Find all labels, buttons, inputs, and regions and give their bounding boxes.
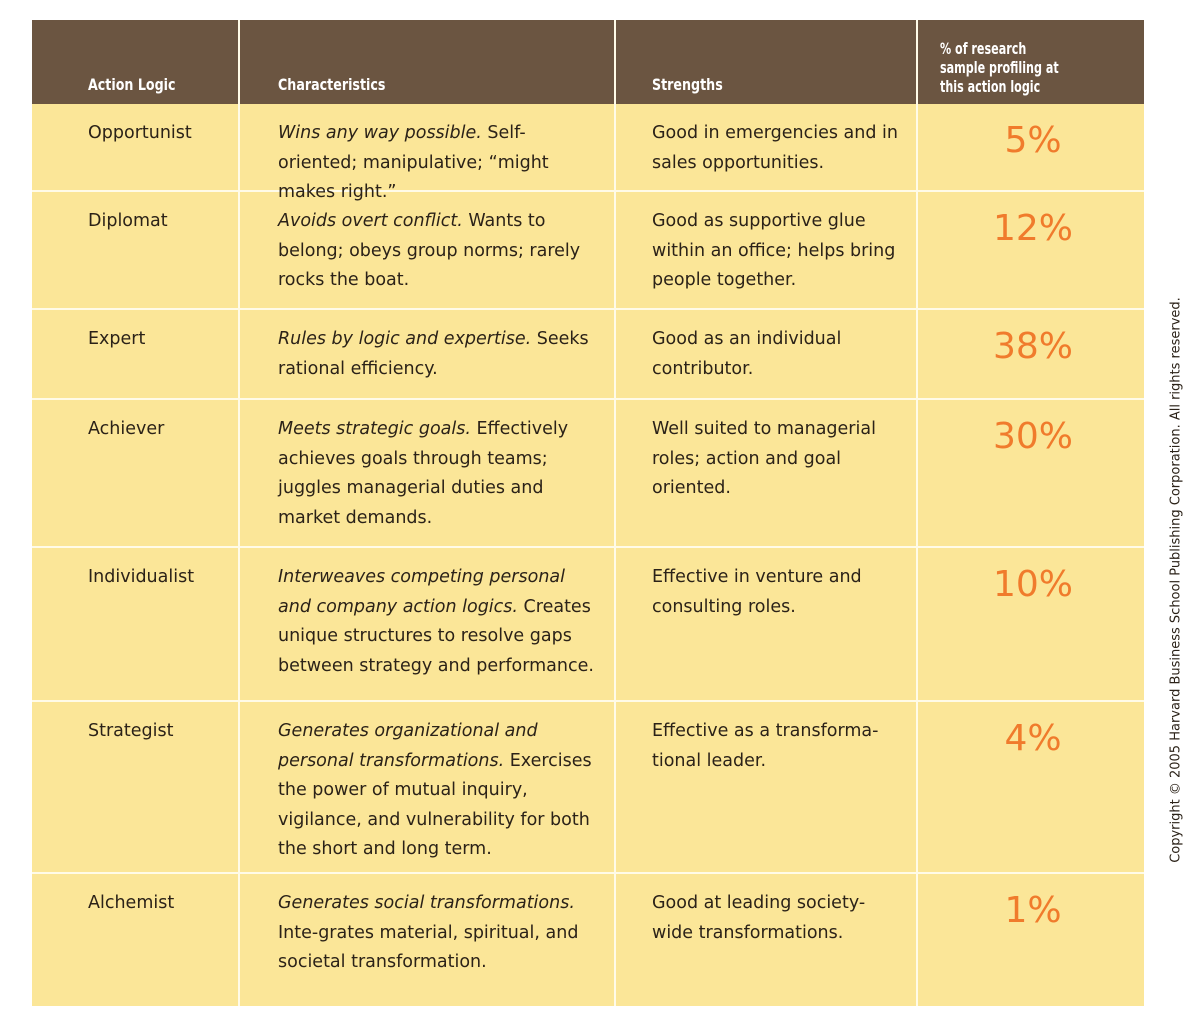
action-logic-table: Action Logic Characteristics Strengths %… (32, 20, 1144, 1006)
header-percent-line: this action logic (940, 77, 1041, 96)
characteristics-cell: Interweaves competing personal and compa… (238, 548, 614, 702)
characteristics-detail: Creates unique structures to resolve gap… (278, 596, 594, 676)
action-logic-name: Strategist (32, 702, 238, 874)
action-logic-name: Diplomat (32, 192, 238, 310)
percent-value: 5% (916, 104, 1144, 192)
copyright-notice: Copyright © 2005 Harvard Business School… (1168, 297, 1184, 863)
strengths-cell: Effective as a transforma-tional leader. (614, 702, 916, 874)
strengths-cell: Well suited to managerial roles; action … (614, 400, 916, 548)
characteristics-cell: Avoids overt conflict. Wants to belong; … (238, 192, 614, 310)
characteristics-summary: Avoids overt conflict. (278, 211, 463, 231)
action-logic-name: Achiever (32, 400, 238, 548)
characteristics-detail: Self-oriented; manipulative; “might make… (278, 123, 549, 202)
percent-value: 12% (916, 192, 1144, 310)
strengths-cell: Good as an individual contributor. (614, 310, 916, 400)
characteristics-cell: Generates social transformations. Inte-g… (238, 874, 614, 1006)
characteristics-summary: Generates organizational and personal tr… (278, 721, 538, 771)
characteristics-cell: Generates organizational and personal tr… (238, 702, 614, 874)
characteristics-detail: Inte-grates material, spiritual, and soc… (278, 922, 579, 973)
characteristics-cell: Meets strategic goals. Effectively achie… (238, 400, 614, 548)
action-logic-name: Expert (32, 310, 238, 400)
action-logic-name: Individualist (32, 548, 238, 702)
action-logic-name: Opportunist (32, 104, 238, 192)
header-percent-line: % of research (940, 39, 1027, 58)
percent-value: 10% (916, 548, 1144, 702)
characteristics-summary: Wins any way possible. (278, 123, 482, 143)
characteristics-detail: Wants to belong; obeys group norms; rare… (278, 211, 581, 290)
percent-value: 38% (916, 310, 1144, 400)
characteristics-detail: Effectively achieves goals through teams… (278, 419, 569, 528)
characteristics-cell: Wins any way possible. Self-oriented; ma… (238, 104, 614, 202)
header-characteristics: Characteristics (238, 20, 614, 104)
percent-value: 1% (916, 874, 1144, 1006)
characteristics-summary: Interweaves competing personal and compa… (278, 567, 565, 617)
characteristics-summary: Generates social transformations. (278, 893, 575, 913)
characteristics-summary: Rules by logic and expertise. (278, 329, 532, 349)
strengths-cell: Good as supportive glue within an office… (614, 192, 916, 310)
percent-value: 30% (916, 400, 1144, 548)
percent-value: 4% (916, 702, 1144, 874)
strengths-cell: Good in emergencies and in sales opportu… (614, 104, 916, 192)
header-strengths: Strengths (614, 20, 916, 104)
characteristics-detail: Seeks rational efficiency. (278, 329, 589, 379)
characteristics-detail: Exercises the power of mutual inquiry, v… (278, 750, 592, 860)
header-percent-line: sample profiling at (940, 58, 1059, 77)
characteristics-cell: Rules by logic and expertise. Seeks rati… (238, 310, 614, 400)
header-percent: % of research sample profiling at this a… (916, 20, 1144, 104)
characteristics-summary: Meets strategic goals. (278, 419, 471, 439)
strengths-cell: Good at leading society-wide transformat… (614, 874, 916, 1006)
action-logic-name: Alchemist (88, 893, 175, 913)
header-action-logic: Action Logic (32, 20, 238, 104)
strengths-cell: Effective in venture and consulting role… (614, 548, 916, 702)
